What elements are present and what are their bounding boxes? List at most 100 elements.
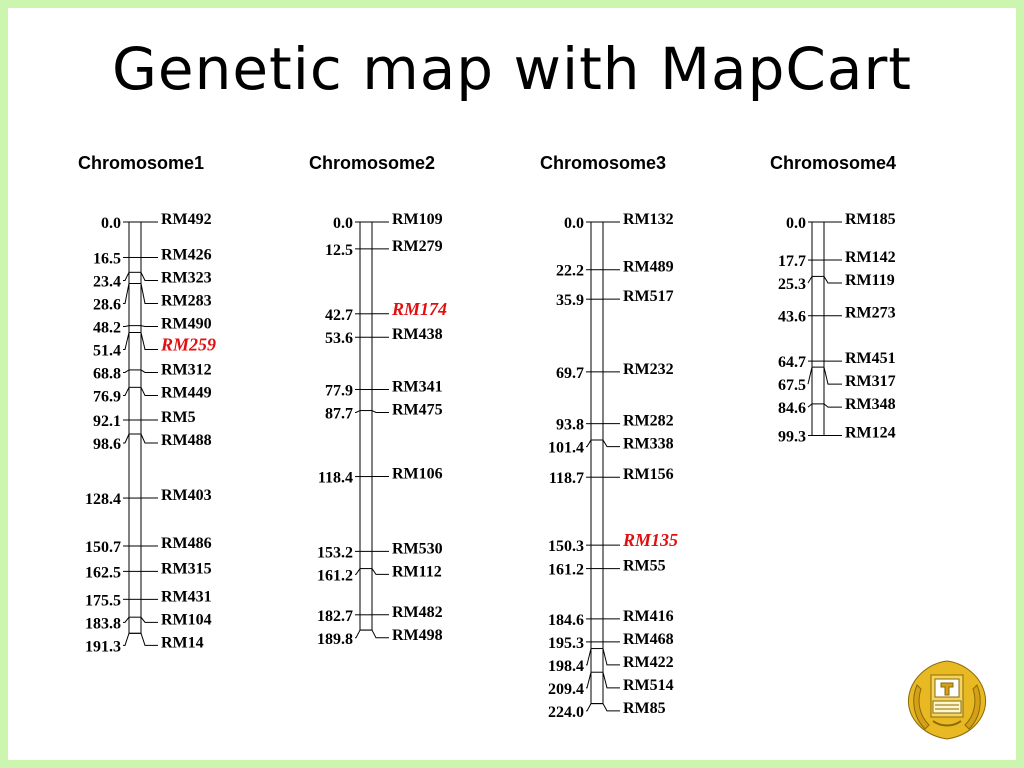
position-label: 175.5 (85, 592, 121, 609)
position-tick (586, 648, 592, 666)
marker-label: RM317 (845, 373, 896, 390)
marker-label: RM338 (623, 436, 674, 453)
position-label: 150.3 (548, 538, 584, 555)
chromosome-bar (590, 221, 604, 705)
marker-label: RM112 (392, 563, 442, 580)
marker-label: RM119 (845, 272, 895, 289)
position-tick (123, 387, 130, 396)
position-label: 0.0 (786, 215, 806, 232)
position-tick (586, 703, 592, 712)
position-label: 195.3 (548, 635, 584, 652)
marker-label: RM449 (161, 384, 212, 401)
marker-label: RM124 (845, 424, 896, 441)
position-label: 153.2 (317, 544, 353, 561)
marker-label: RM490 (161, 315, 212, 332)
position-tick (586, 439, 592, 448)
position-label: 184.6 (548, 612, 584, 629)
slide-title: Genetic map with MapCart (111, 35, 913, 103)
marker-tick (823, 276, 842, 284)
position-label: 25.3 (778, 276, 806, 293)
position-label: 68.8 (93, 365, 121, 382)
position-label: 161.2 (317, 567, 353, 584)
position-label: 161.2 (548, 562, 584, 579)
position-label: 77.9 (325, 382, 353, 399)
marker-label: RM517 (623, 288, 674, 305)
marker-label: RM341 (392, 378, 443, 395)
marker-label: RM323 (161, 269, 212, 286)
position-label: 183.8 (85, 615, 121, 632)
position-label: 0.0 (564, 215, 584, 232)
chromosome-1-heading: Chromosome1 (78, 153, 205, 173)
marker-label: RM132 (623, 211, 674, 228)
highlighted-marker-label: RM135 (622, 530, 678, 550)
position-label: 118.4 (318, 470, 353, 487)
chromosome-2-heading: Chromosome2 (309, 153, 436, 173)
marker-label: RM403 (161, 487, 212, 504)
position-label: 150.7 (85, 539, 121, 556)
position-label: 191.3 (85, 638, 121, 655)
position-tick (355, 410, 361, 413)
marker-tick (140, 633, 158, 646)
position-label: 22.2 (556, 263, 584, 280)
marker-tick (140, 332, 158, 350)
marker-label: RM142 (845, 249, 896, 266)
university-emblem-icon (907, 660, 987, 740)
marker-tick (140, 433, 158, 444)
position-label: 162.5 (85, 564, 121, 581)
marker-tick (602, 648, 620, 666)
position-label: 0.0 (333, 215, 353, 232)
position-label: 84.6 (778, 400, 806, 417)
position-label: 23.4 (93, 273, 121, 290)
position-label: 35.9 (556, 292, 584, 309)
marker-label: RM431 (161, 588, 212, 605)
position-label: 42.7 (325, 307, 353, 324)
marker-label: RM348 (845, 396, 896, 413)
marker-label: RM438 (392, 326, 443, 343)
position-label: 101.4 (548, 440, 584, 457)
position-label: 182.7 (317, 608, 353, 625)
marker-label: RM55 (623, 558, 666, 575)
highlighted-marker-label: RM174 (391, 299, 447, 319)
position-tick (123, 332, 130, 350)
marker-tick (371, 629, 389, 639)
position-label: 118.7 (549, 470, 584, 487)
position-label: 64.7 (778, 354, 806, 371)
position-tick (123, 433, 130, 444)
marker-tick (371, 410, 389, 413)
position-label: 128.4 (85, 491, 121, 508)
position-label: 16.5 (93, 250, 121, 267)
chromosome-3-heading: Chromosome3 (540, 153, 667, 173)
marker-tick (140, 369, 158, 373)
marker-label: RM156 (623, 466, 674, 483)
marker-label: RM422 (623, 654, 674, 671)
position-label: 92.1 (93, 413, 121, 430)
position-tick (355, 629, 361, 639)
position-label: 69.7 (556, 365, 584, 382)
position-label: 198.4 (548, 658, 584, 675)
marker-label: RM185 (845, 211, 896, 228)
position-tick (807, 403, 813, 408)
position-label: 43.6 (778, 309, 806, 326)
position-tick (355, 568, 361, 575)
position-tick (586, 672, 592, 689)
position-label: 67.5 (778, 377, 806, 394)
chromosome-4-heading: Chromosome4 (770, 153, 897, 173)
marker-label: RM482 (392, 604, 443, 621)
position-tick (123, 633, 130, 646)
marker-label: RM468 (623, 631, 674, 648)
marker-label: RM232 (623, 361, 674, 378)
position-label: 87.7 (325, 405, 353, 422)
marker-label: RM492 (161, 211, 212, 228)
marker-label: RM498 (392, 627, 443, 644)
marker-label: RM488 (161, 432, 212, 449)
position-label: 53.6 (325, 330, 353, 347)
position-label: 17.7 (778, 253, 806, 270)
marker-tick (140, 283, 158, 304)
position-label: 76.9 (93, 388, 121, 405)
marker-label: RM106 (392, 466, 443, 483)
position-label: 12.5 (325, 242, 353, 259)
position-label: 51.4 (93, 342, 121, 359)
position-label: 0.0 (101, 215, 121, 232)
marker-label: RM416 (623, 608, 674, 625)
